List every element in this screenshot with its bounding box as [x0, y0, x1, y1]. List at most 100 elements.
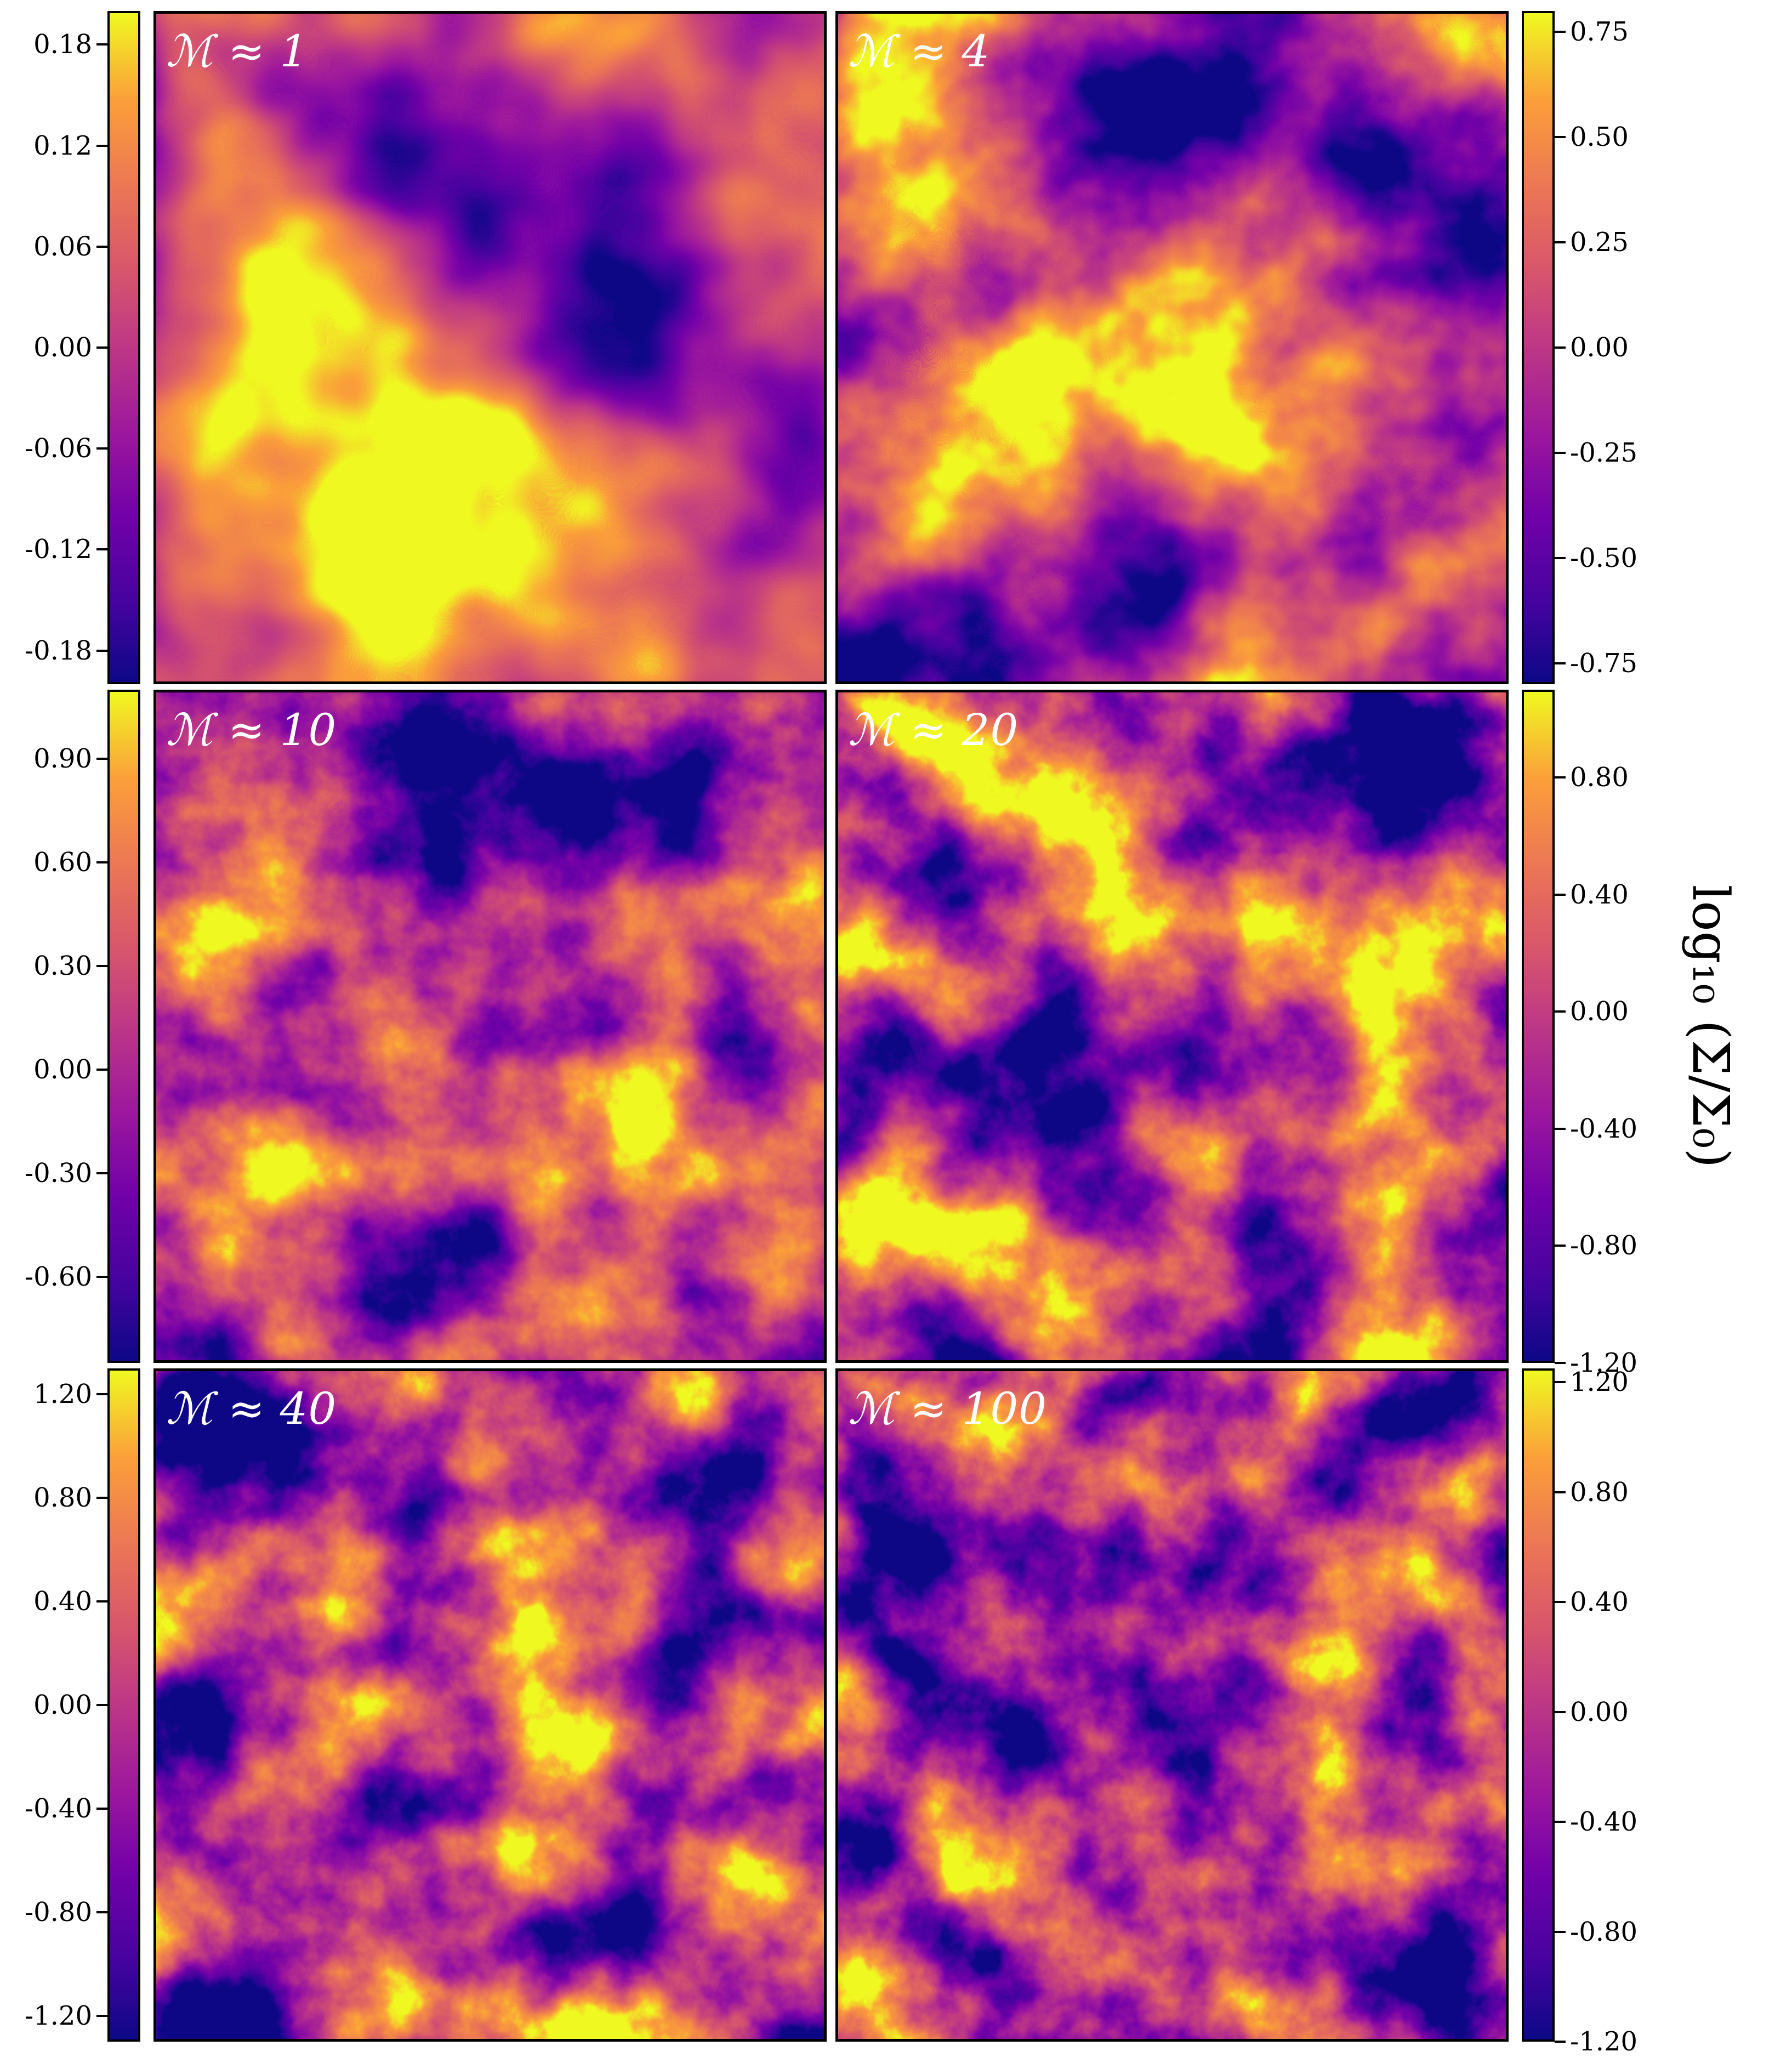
- colorbar-right-row1: [1522, 11, 1555, 684]
- panel-label: ℳ ≈ 40: [166, 1383, 337, 1434]
- colorbar-tick: [96, 1068, 107, 1071]
- density-field: [838, 1371, 1506, 2039]
- colorbar-tick: [1555, 1491, 1566, 1493]
- colorbar-tick-label: -0.12: [24, 534, 92, 565]
- colorbar-tick: [96, 1497, 107, 1499]
- colorbar-tick-label: -0.30: [24, 1157, 92, 1189]
- colorbar-tick-label: -0.06: [24, 433, 92, 464]
- colorbar-tick-label: -0.80: [1570, 1916, 1638, 1947]
- colorbar-tick-label: 0.00: [1570, 1696, 1629, 1728]
- panel-mach-100: ℳ ≈ 100: [835, 1368, 1509, 2042]
- colorbar-tick: [1555, 1010, 1566, 1013]
- colorbar-tick: [96, 1275, 107, 1278]
- colorbar-tick: [1555, 1381, 1566, 1384]
- colorbar-tick-label: 0.30: [33, 950, 92, 981]
- colorbar-tick-label: -0.40: [1570, 1113, 1638, 1144]
- colorbar-tick-label: 0.90: [33, 743, 92, 774]
- density-map: [838, 1371, 1506, 2039]
- colorbar-tick-label: 0.18: [33, 29, 92, 60]
- colorbar-tick-label: 1.20: [1570, 1367, 1629, 1398]
- colorbar-tick-label: -0.40: [1570, 1806, 1638, 1838]
- colorbar-tick-label: 0.00: [1570, 332, 1629, 363]
- colorbar-tick: [96, 548, 107, 551]
- panel-label: ℳ ≈ 10: [166, 704, 337, 755]
- colorbar-axis-label: log₁₀ (Σ/Σ₀): [1681, 884, 1740, 1168]
- colorbar-tick: [1555, 662, 1566, 664]
- colorbar-tick: [1555, 556, 1566, 559]
- panel-mach-1: ℳ ≈ 1: [153, 11, 827, 684]
- panel-mach-10: ℳ ≈ 10: [153, 690, 827, 1363]
- panel-mach-20: ℳ ≈ 20: [835, 690, 1509, 1363]
- colorbar-tick-label: -1.20: [24, 2000, 92, 2031]
- colorbar-tick: [96, 2014, 107, 2017]
- colorbar-tick-label: 0.00: [33, 332, 92, 363]
- colorbar-tick: [1555, 1601, 1566, 1604]
- colorbar-left-row1: [107, 11, 140, 684]
- colorbar-tick-label: 0.50: [1570, 122, 1629, 153]
- colorbar-tick: [96, 649, 107, 652]
- colorbar-tick-label: -0.80: [1570, 1230, 1638, 1262]
- colorbar-tick-label: 0.75: [1570, 16, 1629, 48]
- density-map: [838, 692, 1506, 1360]
- colorbar-right-row3: [1522, 1368, 1555, 2042]
- colorbar-tick-label: 0.60: [33, 846, 92, 878]
- colorbar-tick: [1555, 893, 1566, 896]
- colorbar-tick-label: -0.80: [24, 1896, 92, 1928]
- colorbar-tick-label: -0.60: [24, 1261, 92, 1292]
- panel-mach-40: ℳ ≈ 40: [153, 1368, 827, 2042]
- colorbar-tick: [1555, 1127, 1566, 1130]
- colorbar-tick-label: 0.40: [1570, 879, 1629, 910]
- density-field: [156, 692, 824, 1360]
- colorbar-tick: [1555, 1930, 1566, 1933]
- colorbar-left-row3: [107, 1368, 140, 2042]
- colorbar-tick: [96, 346, 107, 349]
- colorbar-tick-label: -1.20: [1570, 2026, 1638, 2057]
- colorbar-tick-label: 0.80: [1570, 762, 1629, 793]
- colorbar-tick-label: 0.06: [33, 231, 92, 262]
- colorbar-tick: [1555, 241, 1566, 244]
- colorbar-left-row2: [107, 690, 140, 1363]
- colorbar-tick: [96, 245, 107, 248]
- colorbar-tick-label: 0.80: [33, 1482, 92, 1514]
- colorbar-tick: [96, 1393, 107, 1396]
- colorbar-tick: [96, 144, 107, 147]
- panel-label: ℳ ≈ 20: [848, 704, 1019, 755]
- colorbar-tick-label: 0.12: [33, 130, 92, 161]
- colorbar-tick: [1555, 451, 1566, 454]
- colorbar-tick: [96, 861, 107, 863]
- colorbar-tick: [1555, 1821, 1566, 1823]
- colorbar-tick-label: -0.40: [24, 1793, 92, 1824]
- colorbar-tick: [1555, 1362, 1566, 1364]
- panel-label: ℳ ≈ 1: [166, 26, 309, 77]
- colorbar-tick-label: 0.40: [33, 1586, 92, 1617]
- colorbar-tick: [96, 1172, 107, 1174]
- colorbar-tick: [1555, 31, 1566, 33]
- colorbar-tick: [1555, 346, 1566, 349]
- colorbar-tick-label: -0.50: [1570, 542, 1638, 573]
- colorbar-tick: [1555, 2041, 1566, 2043]
- density-field: [156, 14, 824, 681]
- colorbar-tick-label: -0.75: [1570, 647, 1638, 679]
- colorbar-tick: [96, 1911, 107, 1913]
- colorbar-tick-label: 0.00: [33, 1690, 92, 1720]
- colorbar-tick: [1555, 1711, 1566, 1713]
- colorbar-tick: [96, 447, 107, 450]
- colorbar-tick-label: 0.25: [1570, 227, 1629, 258]
- colorbar-tick-label: -0.18: [24, 635, 92, 666]
- colorbar-tick: [1555, 776, 1566, 779]
- panel-label: ℳ ≈ 100: [848, 1383, 1048, 1434]
- colorbar-tick: [1555, 1245, 1566, 1247]
- density-field: [838, 692, 1506, 1360]
- colorbar-tick: [96, 1600, 107, 1603]
- colorbar-tick: [96, 1807, 107, 1810]
- density-field: [838, 14, 1506, 681]
- colorbar-tick-label: 0.40: [1570, 1587, 1629, 1618]
- colorbar-tick: [1555, 136, 1566, 139]
- density-map: [838, 14, 1506, 681]
- colorbar-tick-label: 0.00: [33, 1054, 92, 1085]
- panel-label: ℳ ≈ 4: [848, 26, 991, 77]
- density-map: [156, 692, 824, 1360]
- colorbar-tick-label: -0.25: [1570, 437, 1638, 468]
- colorbar-tick: [96, 964, 107, 967]
- panel-mach-4: ℳ ≈ 4: [835, 11, 1509, 684]
